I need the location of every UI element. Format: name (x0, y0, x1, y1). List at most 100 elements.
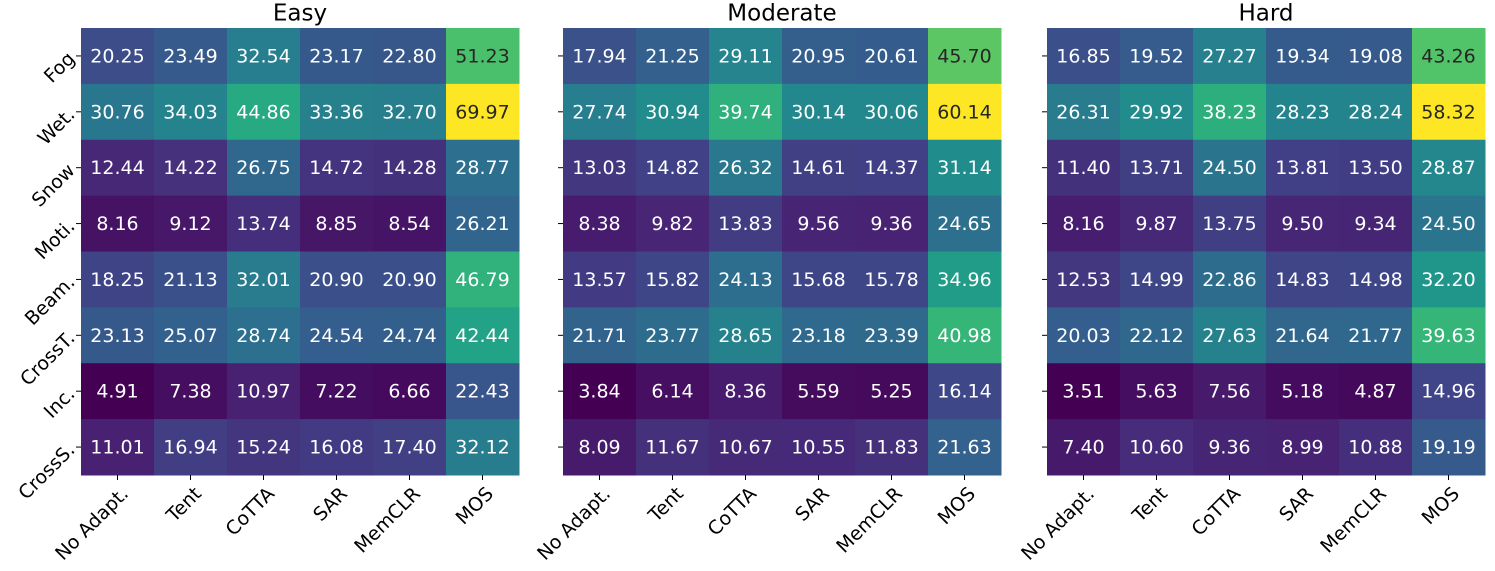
y-tick-label: CrossT. (16, 327, 79, 390)
x-tick-label: No Adapt. (533, 483, 615, 565)
cell-label: 9.50 (1281, 213, 1323, 235)
cell-label: 3.51 (1062, 381, 1104, 403)
heatmap-cell (1120, 307, 1194, 364)
heatmap-cell (928, 419, 1002, 476)
cell-label: 28.65 (718, 325, 772, 347)
cell-label: 26.31 (1056, 101, 1110, 123)
heatmap-cell (1339, 28, 1413, 85)
heatmap-cell (709, 251, 783, 308)
heatmap-cell (709, 195, 783, 252)
cell-label: 46.79 (455, 269, 509, 291)
cell-label: 13.71 (1129, 157, 1183, 179)
cell-label: 22.86 (1202, 269, 1256, 291)
cell-label: 24.74 (382, 325, 436, 347)
cell-label: 22.12 (1129, 325, 1183, 347)
heatmap-cell (563, 251, 637, 308)
heatmap-cell (1120, 139, 1194, 197)
heatmap-cell (855, 28, 929, 85)
heatmap-cell (636, 195, 710, 252)
x-tick-label: MemCLR (1316, 483, 1391, 558)
cell-label: 9.87 (1135, 213, 1177, 235)
cell-label: 4.87 (1354, 381, 1396, 403)
heatmap-cell (1120, 251, 1194, 308)
cell-label: 19.08 (1348, 45, 1402, 67)
cell-label: 21.13 (163, 269, 217, 291)
cell-label: 23.77 (645, 325, 699, 347)
heatmap-cell (636, 307, 710, 364)
y-tick-label: Inc. (40, 383, 80, 423)
cell-label: 39.74 (718, 101, 772, 123)
panel-title: Hard (1238, 1, 1293, 27)
cell-label: 15.24 (236, 437, 290, 459)
cell-label: 11.67 (645, 437, 699, 459)
heatmap-cell (227, 83, 301, 141)
cell-label: 12.53 (1056, 269, 1110, 291)
heatmap-cell (1339, 83, 1413, 141)
heatmap-cell (1412, 363, 1486, 420)
heatmap-cell (782, 139, 856, 197)
heatmap-cell (1047, 83, 1121, 141)
y-tick-label: Fog (40, 48, 80, 88)
cell-label: 28.23 (1275, 101, 1329, 123)
heatmap-cell (154, 195, 228, 252)
heatmap-cell (446, 307, 520, 364)
heatmap-cell (1266, 363, 1340, 420)
cell-label: 4.91 (96, 381, 138, 403)
cell-label: 14.96 (1421, 381, 1475, 403)
cell-label: 32.70 (382, 101, 436, 123)
heatmap-cell (782, 307, 856, 364)
heatmap-cell (373, 307, 447, 364)
cell-label: 29.11 (718, 45, 772, 67)
heatmap-cell (1047, 28, 1121, 85)
cell-label: 5.18 (1281, 381, 1323, 403)
x-tick-label: MemCLR (832, 483, 907, 558)
heatmap-cell (81, 28, 155, 85)
cell-label: 23.17 (309, 45, 363, 67)
cell-label: 27.27 (1202, 45, 1256, 67)
heatmap-cell (1120, 419, 1194, 476)
y-tick-label: CrossS. (14, 439, 79, 504)
heatmap-cell (1339, 363, 1413, 420)
heatmap-cell (563, 195, 637, 252)
cell-label: 3.84 (578, 381, 620, 403)
cell-label: 22.80 (382, 45, 436, 67)
heatmap-cell (1120, 363, 1194, 420)
heatmap-cell (1047, 139, 1121, 197)
heatmap-cell (709, 419, 783, 476)
cell-label: 32.54 (236, 45, 290, 67)
heatmap-cell (1193, 251, 1267, 308)
cell-label: 19.34 (1275, 45, 1329, 67)
heatmap-cell (1193, 28, 1267, 85)
cell-label: 10.55 (791, 437, 845, 459)
heatmap-cell (563, 307, 637, 364)
heatmap-cell (855, 139, 929, 197)
heatmap-cell (373, 419, 447, 476)
cell-label: 30.94 (645, 101, 699, 123)
cell-label: 60.14 (937, 101, 991, 123)
cell-label: 8.16 (96, 213, 138, 235)
heatmap-cell (154, 83, 228, 141)
cell-label: 14.37 (864, 157, 918, 179)
heatmap-cell (446, 28, 520, 85)
heatmap-cell (227, 251, 301, 308)
heatmap-cell (855, 195, 929, 252)
heatmap-cell (300, 195, 374, 252)
heatmap-cell (154, 139, 228, 197)
heatmap-cell (446, 195, 520, 252)
cell-label: 24.13 (718, 269, 772, 291)
heatmap-cell (81, 83, 155, 141)
cell-label: 10.60 (1129, 437, 1183, 459)
cell-label: 34.03 (163, 101, 217, 123)
heatmap-cell (227, 195, 301, 252)
heatmap-cell (1193, 419, 1267, 476)
x-tick-label: Tent (162, 483, 206, 527)
heatmap-cell (928, 28, 1002, 85)
cell-label: 32.12 (455, 437, 509, 459)
heatmap-cell (300, 83, 374, 141)
cell-label: 26.21 (455, 213, 509, 235)
cell-label: 24.50 (1421, 213, 1475, 235)
cell-label: 24.65 (937, 213, 991, 235)
cell-label: 12.44 (90, 157, 144, 179)
cell-label: 9.56 (797, 213, 839, 235)
